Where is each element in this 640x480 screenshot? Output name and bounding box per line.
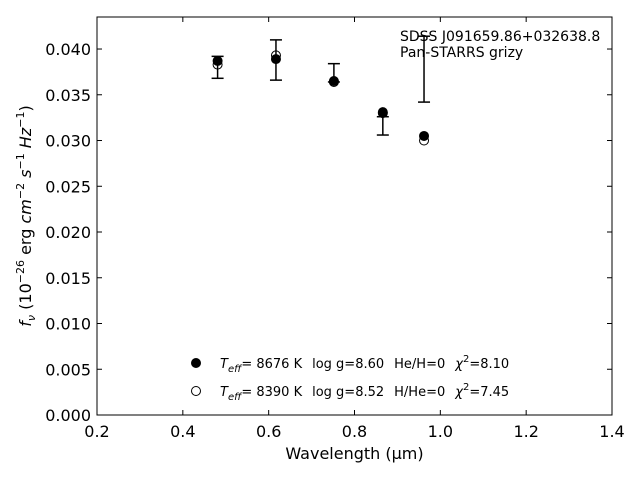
x-tick-label: 1.0 xyxy=(428,422,453,441)
point-open xyxy=(419,135,430,146)
y-tick-label: 0.000 xyxy=(45,406,91,425)
y-tick-label: 0.040 xyxy=(45,40,91,59)
y-tick-label: 0.005 xyxy=(45,360,91,379)
x-axis-ticks: 0.2 0.4 0.6 0.8 1.0 1.2 1.4 xyxy=(84,17,625,441)
x-axis-label: Wavelength (μm) xyxy=(285,444,423,463)
y-tick-label: 0.010 xyxy=(45,315,91,334)
point-open xyxy=(377,108,388,119)
point-open xyxy=(212,59,223,70)
error-bar xyxy=(418,35,431,103)
point-filled xyxy=(270,54,281,65)
point-open xyxy=(270,50,281,61)
legend-marker-open xyxy=(191,386,201,396)
point-filled xyxy=(212,55,223,66)
x-tick-label: 0.4 xyxy=(170,422,195,441)
y-tick-label: 0.030 xyxy=(45,132,91,151)
y-axis-label: fν (10−26 erg cm−2 s−1 Hz−1) xyxy=(14,105,38,326)
plot-frame xyxy=(96,16,613,416)
y-axis-ticks: 0.000 0.005 0.010 0.015 0.020 0.025 0.030 0.035… xyxy=(45,40,612,425)
point-open xyxy=(328,76,339,87)
x-tick-label: 0.8 xyxy=(342,422,367,441)
annotation-survey: Pan-STARRS grizy xyxy=(400,45,523,61)
x-tick-label: 0.6 xyxy=(256,422,281,441)
annotation-object-name: SDSS J091659.86+032638.8 xyxy=(400,29,600,45)
error-bars xyxy=(211,35,431,136)
legend-marker-filled xyxy=(191,358,201,368)
y-tick-label: 0.020 xyxy=(45,223,91,242)
error-bar xyxy=(376,115,389,136)
y-tick-label: 0.025 xyxy=(45,177,91,196)
y-tick-label: 0.015 xyxy=(45,269,91,288)
x-tick-label: 0.2 xyxy=(84,422,109,441)
data-markers xyxy=(212,50,430,146)
x-tick-label: 1.2 xyxy=(513,422,538,441)
y-tick-label: 0.035 xyxy=(45,86,91,105)
x-tick-label: 1.4 xyxy=(599,422,624,441)
